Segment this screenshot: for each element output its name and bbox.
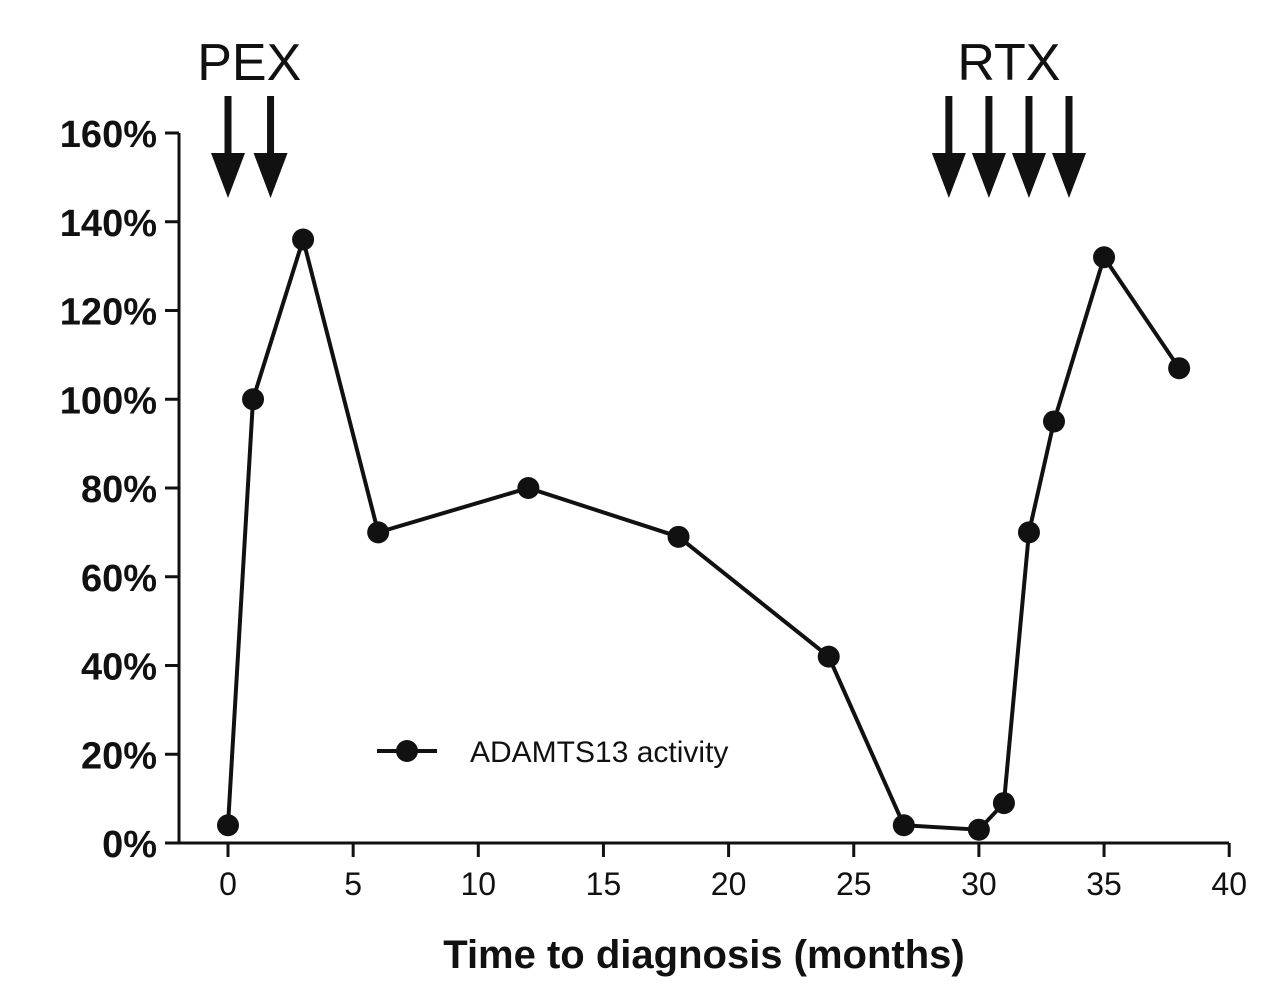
data-point [517, 477, 540, 499]
data-point [1017, 521, 1040, 544]
legend-marker [396, 740, 418, 762]
tick-labels: 0% 20% 40% 60% 80% 100% 120% 140% 160% 0 5 10 15 20 25… [60, 114, 1247, 902]
x-tick-label: 20 [711, 866, 747, 902]
y-tick-label: 160% [60, 114, 157, 156]
x-tick-label: 30 [961, 866, 997, 902]
x-tick-label: 5 [344, 866, 362, 902]
x-tick-label: 40 [1211, 866, 1247, 902]
annotation-label: RTX [957, 34, 1060, 92]
data-point [892, 814, 915, 837]
arrow-head [211, 153, 245, 198]
data-point [292, 228, 315, 251]
data-point [1093, 246, 1116, 269]
legend: ADAMTS13 activity [377, 736, 728, 769]
axes [165, 131, 1231, 857]
y-tick-label: 100% [60, 380, 157, 422]
arrow-head [931, 153, 966, 198]
data-point [217, 814, 239, 837]
y-tick-label: 40% [81, 647, 157, 689]
arrow-head [253, 153, 288, 198]
data-point [242, 388, 265, 411]
annotation-label: PEX [197, 34, 301, 92]
x-axis-label: Time to diagnosis (months) [443, 933, 965, 977]
data-point [367, 521, 390, 544]
y-tick-label: 140% [60, 203, 157, 245]
data-point [1168, 357, 1191, 380]
arrow-head [971, 153, 1006, 198]
y-tick-label: 0% [102, 824, 157, 866]
x-tick-label: 15 [586, 866, 622, 902]
x-tick-label: 35 [1086, 866, 1122, 902]
y-tick-label: 20% [81, 735, 157, 777]
annotations: PEX RTX [197, 34, 1087, 198]
data-point [992, 792, 1015, 815]
series-line [226, 237, 1181, 832]
plot-area [217, 228, 1191, 841]
legend-label: ADAMTS13 activity [470, 736, 728, 769]
data-point [967, 818, 990, 841]
y-tick-label: 80% [81, 469, 157, 511]
y-tick-label: 60% [81, 558, 157, 600]
x-tick-label: 10 [461, 866, 497, 902]
data-point [817, 645, 840, 668]
arrow-head [1011, 153, 1046, 198]
data-point [667, 525, 690, 548]
data-point [1042, 410, 1065, 433]
arrow-head [1052, 153, 1087, 198]
y-tick-label: 120% [60, 292, 157, 334]
x-tick-label: 25 [836, 866, 872, 902]
x-tick-label: 0 [219, 866, 237, 902]
